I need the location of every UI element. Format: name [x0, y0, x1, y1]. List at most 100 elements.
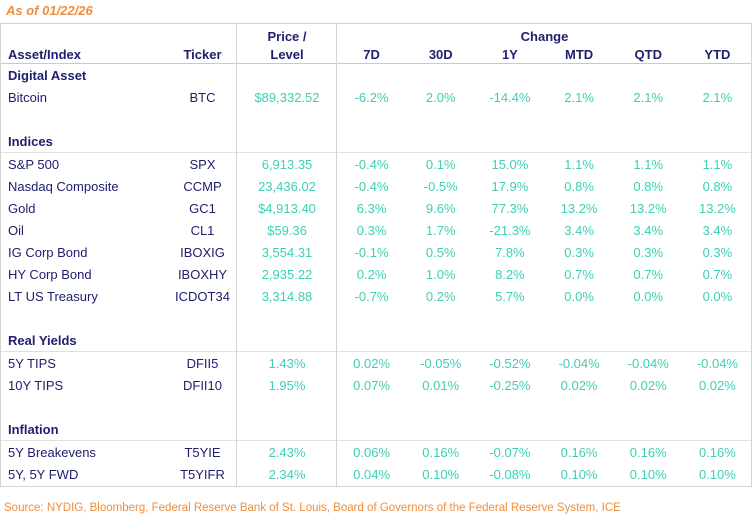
change-cell-1y: -0.52% [489, 355, 531, 371]
change-cell-1y: 15.0% [491, 156, 529, 172]
change-cell-mtd: 0.3% [564, 244, 594, 260]
asset-name-cell: IG Corp Bond [8, 244, 88, 260]
section-title: Digital Asset [8, 67, 87, 83]
change-column-header-1y: 1Y [501, 47, 518, 62]
change-cell-30d: 1.0% [425, 266, 456, 282]
change-cell-30d: 1.7% [425, 222, 456, 238]
ticker-cell: DFII5 [186, 355, 219, 371]
ticker-cell: DFII10 [182, 377, 222, 393]
section-real-yields: Real Yields 5Y TIPS DFII5 1.43% 0.02% -0.05% -… [0, 329, 752, 396]
table-row: 5Y Breakevens T5YIE 2.43% 0.06% 0.16% -0.07% 0… [0, 441, 752, 463]
change-cell-30d: 0.01% [422, 377, 460, 393]
change-cell-1y: -21.3% [489, 222, 531, 238]
asset-name-cell: 5Y, 5Y FWD [8, 466, 79, 482]
asset-name-cell: Nasdaq Composite [8, 178, 119, 194]
change-column-header-7d: 7D [363, 47, 380, 62]
change-cell-mtd: 2.1% [564, 89, 594, 105]
change-cell-qtd: 0.10% [629, 466, 667, 482]
price-column-right-line [336, 24, 337, 486]
change-cell-qtd: 2.1% [633, 89, 664, 105]
table-row: HY Corp Bond IBOXHY 2,935.22 0.2% 1.0% 8.2% 0.… [0, 263, 752, 285]
change-cell-7d: -0.4% [354, 156, 389, 172]
change-cell-mtd: 0.02% [560, 377, 598, 393]
change-cell-7d: 0.06% [353, 444, 391, 460]
asset-name-cell: LT US Treasury [8, 288, 98, 304]
asset-name-cell: 5Y Breakevens [8, 444, 96, 460]
change-group-header: Change [520, 28, 569, 44]
section-inflation: Inflation 5Y Breakevens T5YIE 2.43% 0.06% 0.1… [0, 418, 752, 485]
table-body: Digital Asset Bitcoin BTC $89,332.52 -6.2% 2.… [0, 64, 752, 485]
change-cell-ytd: 0.8% [702, 178, 733, 194]
change-cell-1y: 17.9% [491, 178, 529, 194]
change-column-header-mtd: MTD [564, 47, 594, 62]
change-cell-qtd: 0.16% [629, 444, 667, 460]
price-level-cell: $89,332.52 [254, 89, 320, 105]
price-level-cell: $59.36 [267, 222, 307, 238]
change-cell-30d: 0.16% [422, 444, 460, 460]
change-cell-ytd: 0.10% [698, 466, 736, 482]
change-cell-mtd: 0.8% [564, 178, 594, 194]
change-cell-7d: 0.02% [353, 355, 391, 371]
ticker-cell: SPX [189, 156, 216, 172]
asset-index-column-header: Asset/Index [8, 47, 81, 62]
change-cell-ytd: 0.3% [702, 244, 733, 260]
change-cell-7d: 6.3% [356, 200, 387, 216]
change-cell-mtd: 3.4% [564, 222, 594, 238]
column-headers-row: Asset/Index Ticker Level 7D 30D 1Y MTD QTD YT… [0, 46, 752, 63]
section-divider-line [0, 152, 752, 153]
table-row: 5Y TIPS DFII5 1.43% 0.02% -0.05% -0.52% -0.04%… [0, 352, 752, 374]
change-cell-qtd: 1.1% [633, 156, 664, 172]
change-cell-30d: 0.1% [425, 156, 456, 172]
price-level-cell: $4,913.40 [258, 200, 316, 216]
asset-name-cell: 5Y TIPS [8, 355, 56, 371]
as-of-date: As of 01/22/26 [6, 3, 93, 18]
change-cell-mtd: 0.16% [560, 444, 598, 460]
section-title: Real Yields [8, 332, 77, 348]
change-cell-1y: 7.8% [495, 244, 525, 260]
price-level-cell: 2.34% [268, 466, 306, 482]
change-cell-ytd: 1.1% [702, 156, 733, 172]
change-cell-qtd: 13.2% [629, 200, 667, 216]
table-header: Price / Change Asset/Index Ticker Level … [0, 24, 752, 64]
change-cell-qtd: 0.8% [633, 178, 664, 194]
table-row: LT US Treasury ICDOT34 3,314.88 -0.7% 0.2% 5.… [0, 285, 752, 307]
price-level-cell: 2,935.22 [261, 266, 313, 282]
price-column-left-line [236, 24, 237, 486]
change-cell-qtd: 0.0% [633, 288, 664, 304]
change-cell-1y: -0.08% [489, 466, 531, 482]
price-column-header-line1: Price / [267, 28, 307, 44]
change-cell-ytd: 3.4% [702, 222, 733, 238]
change-cell-ytd: 0.0% [702, 288, 733, 304]
change-cell-mtd: 0.7% [564, 266, 594, 282]
change-column-header-ytd: YTD [704, 47, 731, 62]
change-cell-mtd: -0.04% [558, 355, 600, 371]
section-indices: Indices S&P 500 SPX 6,913.35 -0.4% 0.1% 15.0% 1… [0, 130, 752, 307]
price-level-cell: 1.43% [268, 355, 306, 371]
change-cell-7d: -0.7% [354, 288, 389, 304]
change-column-header-qtd: QTD [634, 47, 662, 62]
change-cell-ytd: -0.04% [696, 355, 738, 371]
ticker-cell: BTC [189, 89, 216, 105]
ticker-cell: GC1 [189, 200, 216, 216]
ticker-cell: ICDOT34 [175, 288, 230, 304]
change-cell-qtd: 3.4% [633, 222, 664, 238]
change-cell-30d: 9.6% [425, 200, 456, 216]
change-cell-qtd: -0.04% [627, 355, 669, 371]
change-cell-30d: 0.2% [425, 288, 456, 304]
change-cell-1y: 5.7% [495, 288, 525, 304]
change-cell-ytd: 2.1% [702, 89, 733, 105]
table-row: Bitcoin BTC $89,332.52 -6.2% 2.0% -14.4% 2.1% 2… [0, 86, 752, 108]
price-level-cell: 23,436.02 [258, 178, 316, 194]
ticker-cell: IBOXIG [180, 244, 225, 260]
change-cell-30d: -0.05% [420, 355, 462, 371]
change-cell-mtd: 0.0% [564, 288, 594, 304]
change-column-header-30d: 30D [428, 47, 453, 62]
asset-name-cell: HY Corp Bond [8, 266, 92, 282]
section-digital-asset: Digital Asset Bitcoin BTC $89,332.52 -6.2% 2.… [0, 64, 752, 108]
section-divider-line [0, 440, 752, 441]
price-level-cell: 1.95% [268, 377, 306, 393]
ticker-cell: IBOXHY [177, 266, 228, 282]
asset-name-cell: Oil [8, 222, 24, 238]
ticker-cell: CL1 [190, 222, 215, 238]
